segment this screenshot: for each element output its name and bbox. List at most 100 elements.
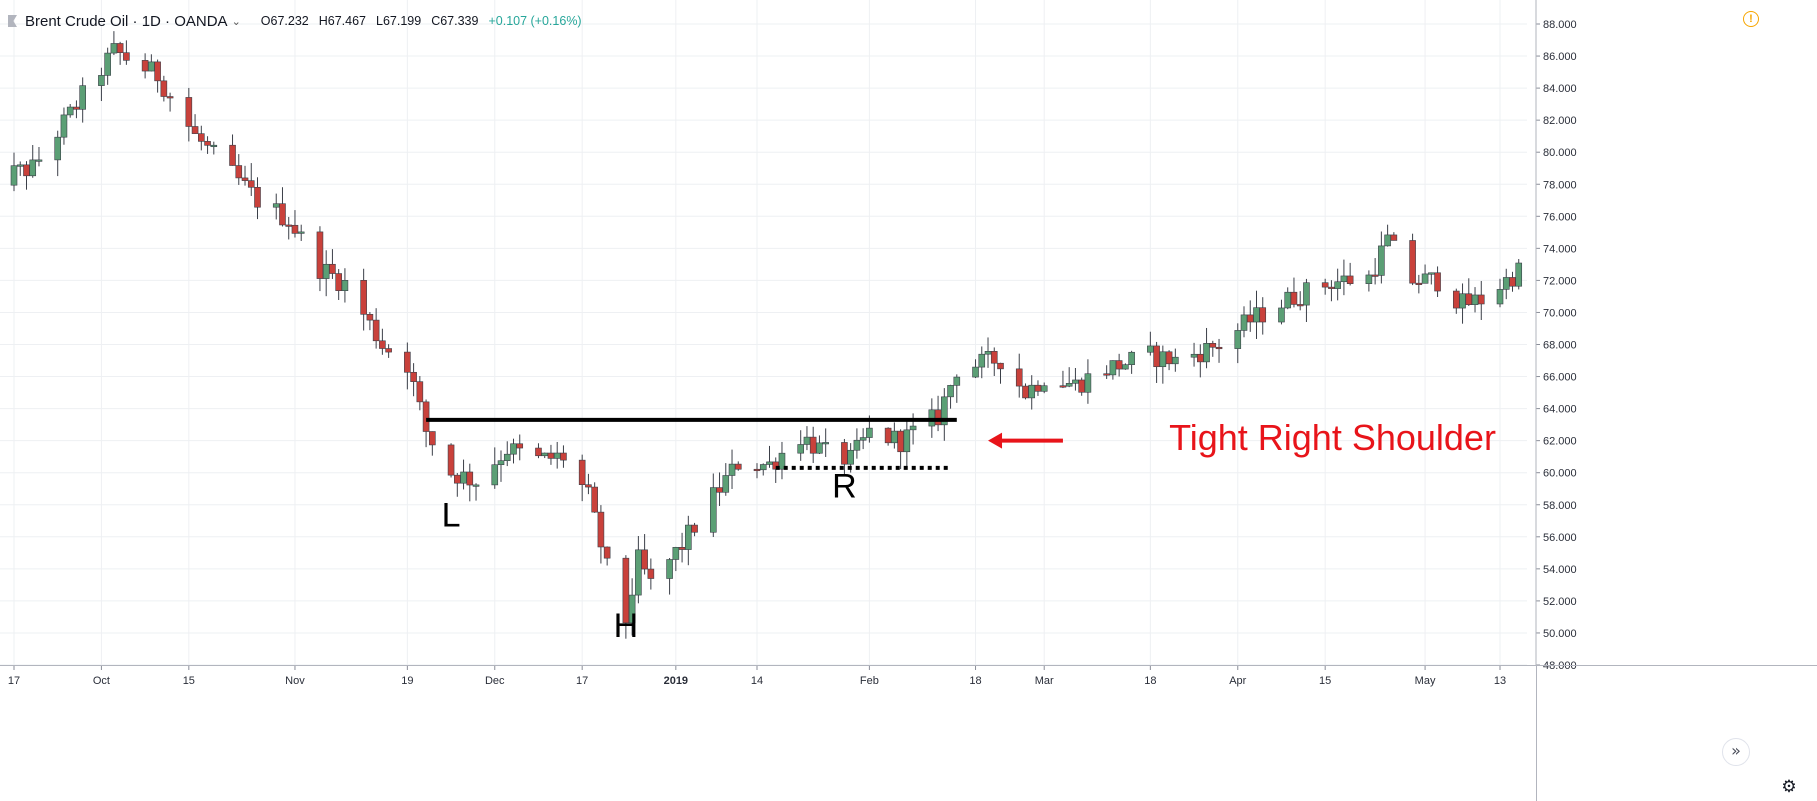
candle-down: [123, 52, 130, 61]
symbol-title[interactable]: Brent Crude Oil · 1D · OANDA: [25, 12, 228, 30]
candle-up: [685, 524, 692, 550]
candle-down: [235, 165, 243, 179]
candle-down: [1390, 234, 1398, 241]
candle-up: [210, 144, 218, 148]
candle-up: [322, 263, 330, 279]
scroll-to-realtime-button[interactable]: »: [1722, 738, 1750, 766]
candle-down: [1015, 368, 1023, 387]
candle-down: [716, 487, 723, 493]
candle-up: [341, 280, 349, 291]
candle-down: [416, 381, 424, 403]
chevron-down-icon[interactable]: ⌄: [231, 15, 241, 28]
candle-down: [1434, 272, 1441, 292]
candle-up: [1234, 330, 1242, 349]
candle-up: [1428, 272, 1435, 275]
candle-down: [23, 164, 30, 177]
candle-down: [1328, 286, 1335, 289]
y-tick-label: 88.000: [1543, 19, 1577, 31]
candle-up: [1109, 360, 1117, 376]
candle-down: [160, 80, 168, 97]
candle-down: [1115, 360, 1123, 370]
candle-up: [16, 164, 24, 167]
candle-up: [709, 487, 717, 533]
candle-down: [466, 471, 474, 486]
candle-up: [628, 594, 636, 624]
candle-up: [1072, 379, 1079, 384]
flag-icon: [8, 15, 17, 27]
candle-up: [1172, 356, 1179, 365]
gear-icon[interactable]: ⚙: [1781, 777, 1797, 797]
candle-up: [1028, 384, 1036, 399]
candle-down: [897, 430, 904, 453]
annotation-label: Tight Right Shoulder: [1169, 417, 1496, 458]
ohlc-low: L67.199: [376, 14, 422, 28]
candle-up: [1278, 307, 1285, 323]
y-tick-label: 62.000: [1543, 436, 1577, 448]
x-tick-label: 17: [576, 675, 588, 687]
candle-up: [1421, 273, 1429, 284]
candle-down: [1153, 345, 1160, 368]
candle-down: [547, 452, 555, 459]
candle-down: [1296, 304, 1304, 307]
candle-down: [1103, 373, 1110, 376]
x-tick-label: 13: [1494, 675, 1506, 687]
y-tick-label: 84.000: [1543, 83, 1577, 95]
candle-down: [647, 568, 655, 579]
warning-icon[interactable]: !: [1743, 11, 1759, 27]
candle-down: [691, 524, 698, 533]
candle-up: [947, 385, 954, 398]
ohlc-close: C67.339: [431, 14, 479, 28]
candle-up: [1203, 343, 1210, 363]
price-change: +0.107 (+0.16%): [488, 14, 582, 28]
candle-down: [535, 447, 542, 457]
candle-down: [841, 442, 848, 465]
candle-down: [1346, 275, 1354, 284]
candle-up: [1084, 373, 1092, 393]
candle-up: [1502, 277, 1510, 290]
candle-up: [272, 203, 280, 208]
candle-up: [941, 396, 948, 426]
y-tick-label: 58.000: [1543, 500, 1577, 512]
candle-down: [591, 486, 598, 513]
candle-up: [541, 452, 549, 457]
candle-up: [1515, 262, 1523, 287]
candle-down: [678, 547, 686, 550]
candle-down: [1209, 343, 1217, 348]
candle-down: [1246, 314, 1254, 323]
x-tick-label: 18: [969, 675, 981, 687]
arrow-head: [988, 432, 1003, 449]
candle-down: [603, 546, 611, 559]
candle-down: [753, 468, 761, 472]
pattern-lines: [426, 417, 957, 470]
candle-up: [766, 461, 773, 465]
candle-down: [1321, 282, 1329, 288]
candle-up: [1334, 281, 1341, 289]
ohlc-high: H67.467: [318, 14, 367, 28]
y-tick-label: 66.000: [1543, 372, 1577, 384]
candle-down: [154, 61, 161, 82]
y-tick-label: 76.000: [1543, 211, 1577, 223]
candle-up: [460, 471, 467, 484]
x-tick-label: 14: [751, 675, 763, 687]
y-tick-label: 68.000: [1543, 340, 1577, 352]
candle-down: [1059, 385, 1067, 388]
symbol-header: Brent Crude Oil · 1D · OANDA ⌄ O67.232 H…: [8, 10, 582, 32]
candle-up: [1253, 307, 1260, 323]
candle-up: [1471, 294, 1479, 305]
candle-down: [254, 186, 261, 208]
pattern-label-h: H: [614, 607, 639, 645]
candle-up: [759, 464, 767, 471]
candle-up: [1040, 385, 1048, 392]
candle-up: [847, 449, 854, 465]
candle-down: [990, 351, 998, 364]
candle-up: [54, 136, 62, 161]
candle-down: [1259, 307, 1267, 323]
y-tick-label: 80.000: [1543, 147, 1577, 159]
y-tick-label: 70.000: [1543, 307, 1577, 319]
candle-up: [666, 559, 673, 579]
candle-up: [148, 61, 155, 72]
candle-down: [641, 549, 648, 570]
candle-down: [1477, 294, 1485, 305]
